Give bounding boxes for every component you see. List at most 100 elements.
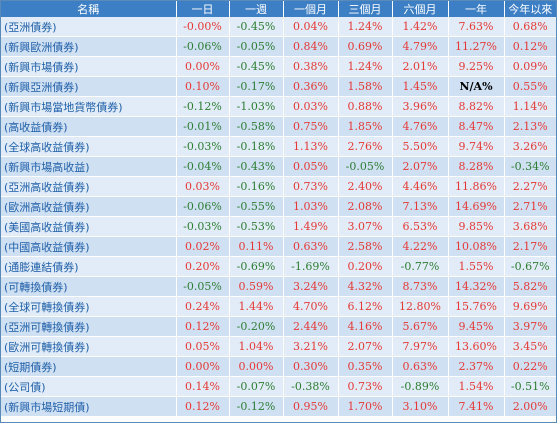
return-cell-ytd: 3.26% [504, 136, 556, 157]
column-header-1w[interactable]: 一週 [229, 1, 284, 17]
column-header-name[interactable]: 名稱 [1, 1, 177, 17]
return-cell-6m: 5.67% [392, 316, 449, 337]
fund-category-link[interactable]: 新興亞洲債券 [8, 80, 75, 94]
fund-category-cell: (歐洲高收益債券) [1, 196, 177, 217]
return-cell-1m: 0.75% [283, 116, 339, 137]
return-cell-ytd: 0.22% [504, 356, 556, 377]
return-cell-1m: 4.70% [283, 296, 339, 317]
return-cell-3m: 4.32% [338, 276, 393, 297]
fund-category-cell: (新興市場債券) [1, 56, 177, 77]
return-cell-1w: 0.00% [229, 356, 284, 377]
return-cell-1d: -0.06% [176, 196, 230, 217]
return-cell-1w: -0.69% [229, 256, 284, 277]
return-cell-1m: 1.13% [283, 136, 339, 157]
column-header-1m[interactable]: 一個月 [283, 1, 339, 17]
fund-category-cell: (高收益債券) [1, 116, 177, 137]
return-cell-1y: 9.45% [448, 316, 505, 337]
fund-category-cell: (可轉換債券) [1, 276, 177, 297]
return-cell-6m: 4.22% [392, 236, 449, 257]
paren-open: ( [4, 20, 9, 34]
fund-category-link[interactable]: 歐洲高收益債券 [8, 200, 86, 214]
return-cell-1y: 10.08% [448, 236, 505, 257]
column-header-ytd[interactable]: 今年以來 [504, 1, 556, 17]
fund-category-link[interactable]: 新興市場債券 [8, 60, 75, 74]
fund-category-link[interactable]: 歐洲可轉換債券 [8, 340, 86, 354]
return-cell-1m: 0.73% [283, 176, 339, 197]
return-cell-1d: 0.03% [176, 176, 230, 197]
return-cell-6m: -0.77% [392, 256, 449, 277]
table-header-row: 名稱 一日 一週 一個月 三個月 六個月 一年 今年以來 [1, 1, 556, 17]
fund-category-link[interactable]: 亞洲債券 [8, 20, 53, 34]
table-row: (新興市場短期債) 0.12% -0.12% 0.95% 1.70% 3.10% 7.41%… [1, 396, 556, 417]
return-cell-3m: 2.07% [338, 336, 393, 357]
fund-category-link[interactable]: 中國高收益債券 [8, 240, 86, 254]
fund-category-link[interactable]: 新興市場高收益 [8, 160, 86, 174]
fund-category-link[interactable]: 美國高收益債券 [8, 220, 86, 234]
table-body: (亞洲債券) -0.00% -0.45% 0.04% 1.24% 1.42% 7.63% 0.… [1, 17, 556, 417]
paren-open: ( [4, 400, 9, 414]
fund-category-link[interactable]: 公司債 [8, 380, 42, 394]
paren-close: ) [74, 60, 79, 74]
return-cell-6m: 4.46% [392, 176, 449, 197]
fund-category-cell: (通膨連結債券) [1, 256, 177, 277]
return-cell-1d: -0.03% [176, 136, 230, 157]
return-cell-1y: 11.27% [448, 36, 505, 57]
fund-category-cell: (新興市場高收益) [1, 156, 177, 177]
return-cell-1d: 0.05% [176, 336, 230, 357]
fund-category-link[interactable]: 通膨連結債券 [8, 260, 75, 274]
paren-open: ( [4, 180, 9, 194]
return-cell-1w: -0.45% [229, 17, 284, 37]
return-cell-ytd: 3.45% [504, 336, 556, 357]
paren-close: ) [63, 120, 68, 134]
column-header-3m[interactable]: 三個月 [338, 1, 393, 17]
fund-category-link[interactable]: 高收益債券 [8, 120, 64, 134]
return-cell-1d: 0.14% [176, 376, 230, 397]
column-header-1d[interactable]: 一日 [176, 1, 230, 17]
return-cell-1m: 3.21% [283, 336, 339, 357]
return-cell-1m: 2.44% [283, 316, 339, 337]
paren-close: ) [85, 320, 90, 334]
column-header-6m[interactable]: 六個月 [392, 1, 449, 17]
return-cell-1y: N/A% [448, 76, 505, 97]
return-cell-1y: 8.47% [448, 116, 505, 137]
return-cell-3m: 0.73% [338, 376, 393, 397]
return-cell-1y: 8.82% [448, 96, 505, 117]
fund-category-link[interactable]: 短期債券 [8, 360, 53, 374]
fund-category-link[interactable]: 亞洲高收益債券 [8, 180, 86, 194]
fund-category-link[interactable]: 可轉換債券 [8, 280, 64, 294]
return-cell-1d: 0.12% [176, 316, 230, 337]
return-cell-3m: 2.40% [338, 176, 393, 197]
return-cell-ytd: 0.55% [504, 76, 556, 97]
column-header-1y[interactable]: 一年 [448, 1, 505, 17]
return-cell-6m: 1.45% [392, 76, 449, 97]
return-cell-1y: 11.86% [448, 176, 505, 197]
paren-close: ) [85, 340, 90, 354]
return-cell-1w: -0.43% [229, 156, 284, 177]
paren-open: ( [4, 320, 9, 334]
fund-category-link[interactable]: 新興市場短期債 [8, 400, 86, 414]
table-row: (中國高收益債券) 0.02% 0.11% 0.63% 2.58% 4.22% 10.08%… [1, 236, 556, 257]
paren-close: ) [118, 100, 123, 114]
fund-category-link[interactable]: 全球高收益債券 [8, 140, 86, 154]
return-cell-1d: 0.20% [176, 256, 230, 277]
paren-open: ( [4, 300, 9, 314]
fund-category-link[interactable]: 全球可轉換債券 [8, 300, 86, 314]
return-cell-ytd: 5.82% [504, 276, 556, 297]
return-cell-6m: 8.73% [392, 276, 449, 297]
paren-close: ) [52, 360, 57, 374]
return-cell-1y: 1.54% [448, 376, 505, 397]
return-cell-3m: 6.12% [338, 296, 393, 317]
return-cell-1w: -0.58% [229, 116, 284, 137]
fund-category-cell: (新興亞洲債券) [1, 76, 177, 97]
fund-category-link[interactable]: 新興歐洲債券 [8, 40, 75, 54]
table-row: (亞洲高收益債券) 0.03% -0.16% 0.73% 2.40% 4.46% 11.86… [1, 176, 556, 197]
fund-category-cell: (短期債券) [1, 356, 177, 377]
return-cell-1w: 1.04% [229, 336, 284, 357]
table-row: (可轉換債券) -0.05% 0.59% 3.24% 4.32% 8.73% 14.32% 5… [1, 276, 556, 297]
return-cell-1d: -0.03% [176, 216, 230, 237]
fund-category-link[interactable]: 亞洲可轉換債券 [8, 320, 86, 334]
return-cell-1m: 0.38% [283, 56, 339, 77]
paren-open: ( [4, 120, 9, 134]
fund-category-cell: (亞洲債券) [1, 17, 177, 37]
fund-category-link[interactable]: 新興市場當地貨幣債券 [8, 100, 119, 114]
